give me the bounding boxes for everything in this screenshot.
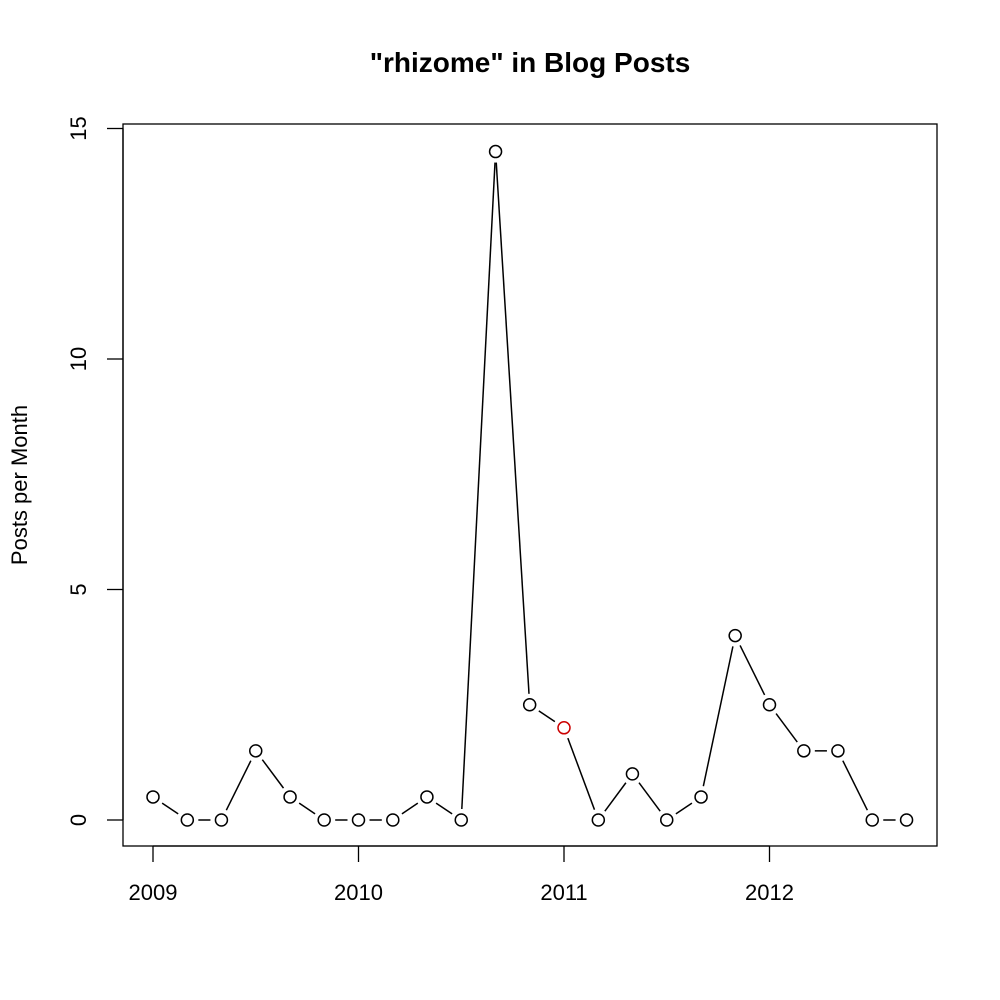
series-line-segment [702,646,734,787]
x-tick-label: 2012 [745,880,794,905]
y-tick-label: 15 [66,116,91,140]
data-point [386,813,400,827]
series-line-segment [225,760,252,811]
series-line-segment [435,802,453,815]
data-point [797,744,811,758]
series-line-segment [538,710,556,723]
series-line-segment [161,802,179,815]
series-line-segment [495,162,530,694]
data-point [831,744,845,758]
plot-frame [122,123,938,847]
data-point [728,628,742,643]
y-tick-label: 5 [66,583,91,595]
data-point [146,790,160,804]
data-point [180,813,195,827]
series-line-segment [675,802,693,815]
data-point [660,813,674,827]
data-point [214,813,229,827]
data-point [762,698,777,712]
series-line-segment [739,645,766,696]
series-line-segment [638,782,661,812]
data-point [317,813,331,827]
data-point [351,813,366,827]
data-point [454,813,468,827]
y-axis: 0 5 10 15 [66,116,124,826]
series-lines [161,162,896,821]
data-point [865,813,879,827]
data-point [625,767,640,781]
y-tick-label: 0 [66,814,91,826]
data-point [488,144,503,159]
data-point [283,790,297,804]
x-tick-label: 2009 [129,880,178,905]
series-line-segment [461,162,496,810]
data-point-highlighted [557,721,571,735]
series-line-segment [604,782,627,812]
series-line-segment [775,713,798,743]
x-tick-label: 2010 [334,880,383,905]
series-line-segment [401,802,419,815]
data-point [591,813,606,827]
y-axis-label: Posts per Month [7,405,32,565]
x-axis: 2009 2010 2011 2012 [129,845,794,905]
data-point [249,744,263,758]
data-point [694,790,708,804]
series-points [146,144,914,827]
series-line-segment [567,737,596,810]
data-point [420,790,434,804]
series-line-segment [842,760,869,811]
series-line-segment [298,802,316,815]
y-tick-label: 10 [66,347,91,371]
data-point [899,813,914,827]
chart-title: "rhizome" in Blog Posts [370,47,691,78]
series-line-segment [261,759,285,789]
x-tick-label: 2011 [540,880,587,905]
data-point [522,698,537,712]
